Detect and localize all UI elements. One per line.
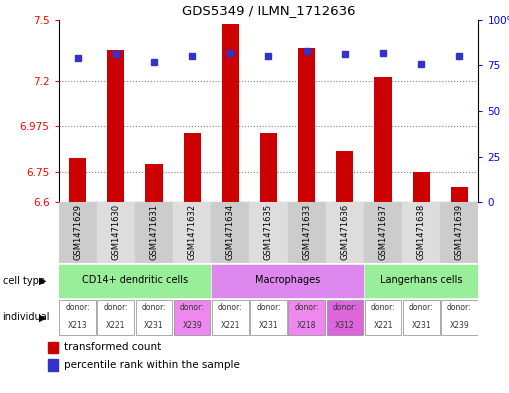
Bar [97, 300, 134, 334]
Title: GDS5349 / ILMN_1712636: GDS5349 / ILMN_1712636 [182, 4, 355, 17]
Text: GSM1471638: GSM1471638 [417, 204, 426, 261]
Bar [326, 202, 364, 263]
Bar [135, 300, 172, 334]
Bar [260, 133, 277, 202]
Text: ▶: ▶ [39, 312, 47, 322]
Bar [375, 77, 391, 202]
Text: Macrophages: Macrophages [255, 275, 320, 285]
Bar [212, 300, 248, 334]
Bar [146, 164, 162, 202]
Text: cell type: cell type [3, 276, 44, 286]
Bar [135, 202, 173, 263]
Text: X213: X213 [68, 321, 88, 330]
Text: donor:: donor: [371, 303, 395, 312]
Bar [288, 202, 326, 263]
Bar [249, 202, 288, 263]
Text: percentile rank within the sample: percentile rank within the sample [64, 360, 240, 370]
Bar [364, 265, 477, 297]
Bar [212, 265, 363, 297]
Text: donor:: donor: [142, 303, 166, 312]
Text: X221: X221 [220, 321, 240, 330]
Text: GSM1471635: GSM1471635 [264, 204, 273, 260]
Text: donor:: donor: [180, 303, 205, 312]
Text: X221: X221 [106, 321, 126, 330]
Text: GSM1471629: GSM1471629 [73, 204, 82, 260]
Bar [298, 48, 315, 202]
Text: individual: individual [3, 312, 50, 322]
Bar [440, 202, 478, 263]
Bar [364, 202, 402, 263]
Bar [69, 158, 86, 202]
Bar [59, 265, 211, 297]
Bar [336, 151, 353, 202]
Text: GSM1471634: GSM1471634 [226, 204, 235, 260]
Bar [184, 133, 201, 202]
Text: X312: X312 [335, 321, 355, 330]
Bar [48, 359, 59, 371]
Text: Langerhans cells: Langerhans cells [380, 275, 463, 285]
Text: donor:: donor: [294, 303, 319, 312]
Text: donor:: donor: [103, 303, 128, 312]
Bar [59, 202, 97, 263]
Bar [451, 187, 468, 202]
Bar [364, 300, 401, 334]
Bar [403, 300, 439, 334]
Text: GSM1471630: GSM1471630 [111, 204, 120, 260]
Text: donor:: donor: [332, 303, 357, 312]
Text: X218: X218 [297, 321, 317, 330]
Bar [211, 202, 249, 263]
Bar [59, 300, 96, 334]
Text: GSM1471632: GSM1471632 [188, 204, 196, 260]
Text: X221: X221 [373, 321, 393, 330]
Text: X239: X239 [449, 321, 469, 330]
Text: X231: X231 [144, 321, 164, 330]
Bar [402, 202, 440, 263]
Bar [174, 300, 211, 334]
Bar [97, 202, 135, 263]
Text: transformed count: transformed count [64, 342, 161, 352]
Bar [327, 300, 363, 334]
Bar [441, 300, 477, 334]
Text: donor:: donor: [65, 303, 90, 312]
Text: GSM1471633: GSM1471633 [302, 204, 311, 261]
Bar [48, 342, 59, 353]
Text: donor:: donor: [218, 303, 243, 312]
Text: CD14+ dendritic cells: CD14+ dendritic cells [82, 275, 188, 285]
Bar [173, 202, 211, 263]
Text: donor:: donor: [409, 303, 434, 312]
Text: X239: X239 [182, 321, 202, 330]
Bar [250, 300, 287, 334]
Text: ▶: ▶ [39, 276, 47, 286]
Bar [288, 300, 325, 334]
Bar [413, 172, 430, 202]
Text: donor:: donor: [447, 303, 472, 312]
Text: GSM1471639: GSM1471639 [455, 204, 464, 260]
Text: donor:: donor: [256, 303, 281, 312]
Bar [222, 24, 239, 202]
Text: GSM1471636: GSM1471636 [341, 204, 349, 261]
Text: GSM1471631: GSM1471631 [150, 204, 158, 260]
Bar [107, 50, 124, 202]
Text: GSM1471637: GSM1471637 [379, 204, 387, 261]
Text: X231: X231 [411, 321, 431, 330]
Text: X231: X231 [259, 321, 278, 330]
